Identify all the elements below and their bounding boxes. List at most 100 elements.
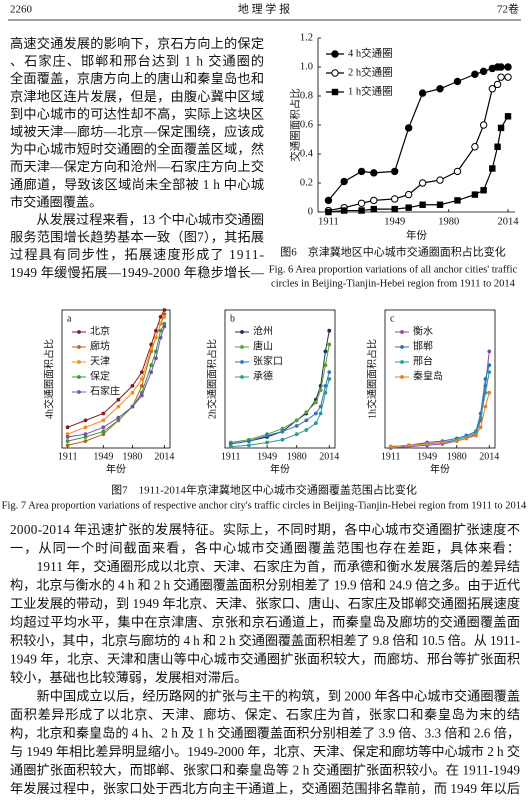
marker xyxy=(294,432,299,437)
marker xyxy=(391,167,399,176)
legend-label: 2 h交通圈 xyxy=(348,65,393,78)
legend-marker xyxy=(240,360,244,364)
marker xyxy=(478,415,483,420)
body-text-line: 1949 年缓慢拓展—1949-2000 年稳步增长— xyxy=(10,264,265,280)
marker xyxy=(340,177,348,186)
marker xyxy=(304,418,309,423)
marker xyxy=(480,187,487,194)
marker xyxy=(504,73,512,81)
legend-marker xyxy=(77,360,81,364)
marker xyxy=(130,390,135,395)
legend-marker xyxy=(331,50,339,58)
marker xyxy=(489,165,496,172)
body-text-line: 面积差异形成了以北京、天津、廊坊、保定、石家庄为首，张家口和秦皇岛为末的结 xyxy=(10,706,520,722)
x-tick-label: 1911 xyxy=(58,451,78,462)
marker xyxy=(327,370,332,375)
marker xyxy=(357,167,366,176)
marker xyxy=(83,439,88,444)
body-text-line: 而天津—保定方向和沧州—石家庄方向上交 xyxy=(10,158,264,174)
legend-label: 保定 xyxy=(90,369,110,382)
marker xyxy=(139,384,144,388)
marker xyxy=(388,444,393,449)
x-axis-label: 年份 xyxy=(406,228,427,241)
marker xyxy=(265,433,269,438)
journal-name: 地 理 学 报 xyxy=(238,2,290,16)
y-tick-label: 0 xyxy=(308,206,313,217)
marker xyxy=(162,324,167,329)
x-tick-label: 1980 xyxy=(287,451,307,462)
marker xyxy=(313,400,318,405)
marker xyxy=(324,196,333,205)
marker xyxy=(407,443,411,448)
series-line xyxy=(230,344,330,443)
marker xyxy=(391,195,399,203)
marker xyxy=(370,169,378,177)
x-tick-label: 2014 xyxy=(498,216,520,227)
marker xyxy=(493,80,502,89)
body-text-line: 全面覆盖，京唐方向上的唐山和秦皇岛也和 xyxy=(10,70,264,86)
legend-marker xyxy=(77,345,81,349)
body-text-line: 构，北京与衡水的 4 h 和 2 h 交通圈覆盖面积分别相差了 19.9 倍和 … xyxy=(10,577,520,593)
series-line xyxy=(230,378,330,448)
y-axis-label: 4h交通圈面积占比 xyxy=(42,339,55,419)
page-number: 2260 xyxy=(10,4,33,16)
marker xyxy=(280,437,285,442)
marker xyxy=(357,199,366,208)
marker xyxy=(487,370,492,375)
body-text-line: 、石家庄、邯郸和邢台达到 1 h 交通圈的 xyxy=(10,53,264,69)
marker xyxy=(483,390,488,395)
x-tick-label: 2014 xyxy=(319,451,339,462)
series-line xyxy=(67,316,165,435)
body-text-line: 域被天津—廊坊—北京—保定围绕，应该成 xyxy=(10,123,264,139)
marker xyxy=(116,404,121,409)
x-tick-label: 1980 xyxy=(447,451,467,462)
y-tick-label: 1.2 xyxy=(300,32,313,43)
x-tick-label: 1911 xyxy=(381,451,401,462)
marker xyxy=(130,404,135,409)
marker xyxy=(478,425,483,430)
series-line xyxy=(390,365,490,448)
marker xyxy=(158,335,163,340)
marker xyxy=(436,201,444,208)
marker xyxy=(497,73,505,81)
x-tick-label: 1911 xyxy=(221,451,241,462)
marker xyxy=(504,113,512,120)
marker xyxy=(473,433,478,438)
marker xyxy=(294,418,299,423)
marker xyxy=(247,443,251,448)
marker xyxy=(154,335,158,340)
marker xyxy=(464,436,469,441)
legend-label: 天津 xyxy=(90,355,110,367)
legend-marker xyxy=(331,88,339,96)
legend-label: 北京 xyxy=(90,324,110,337)
legend-marker xyxy=(77,375,81,379)
legend-label: 4 h交通圈 xyxy=(348,46,393,59)
marker xyxy=(318,388,323,392)
marker xyxy=(65,435,70,439)
plot-frame xyxy=(61,309,171,449)
marker xyxy=(162,315,167,319)
series-line xyxy=(67,309,165,428)
marker xyxy=(391,205,398,213)
marker xyxy=(154,328,158,333)
legend-marker xyxy=(400,330,404,334)
body-text-line: 通廊道，导致该区域尚未全部被 1 h 中心城 xyxy=(10,176,264,192)
y-axis-label: 交通圈面积占比 xyxy=(288,88,301,162)
panel-label: a xyxy=(67,313,72,324)
body-text-line: 市交通圈覆盖。 xyxy=(10,193,102,209)
marker xyxy=(318,411,323,416)
marker xyxy=(101,411,106,416)
body-text-line: 一，从同一个时间截面来看，各中心城市交通圈覆盖范围也存在差距，具体来看： xyxy=(10,540,520,556)
body-text-line: 均超过平均水平，集中在京津唐、京张和京石通道上，而秦皇岛及廊坊的交通圈覆盖面 xyxy=(10,614,520,630)
body-text-line: 服务范围增长趋势基本一致（图7），其拓展 xyxy=(10,230,264,245)
marker xyxy=(313,411,318,416)
y-tick-label: 1.0 xyxy=(300,61,313,72)
legend-label: 沧州 xyxy=(253,324,273,337)
marker xyxy=(425,441,429,446)
marker xyxy=(162,308,167,312)
x-tick-label: 1911 xyxy=(318,216,339,227)
body-text-line: 积较小，其中，北京与廊坊的 4 h 和 2 h 交通圈覆盖面积相差了 9.8 倍… xyxy=(10,632,520,648)
legend-marker xyxy=(400,375,404,379)
marker xyxy=(154,356,158,361)
legend-label: 秦皇岛 xyxy=(413,369,443,382)
